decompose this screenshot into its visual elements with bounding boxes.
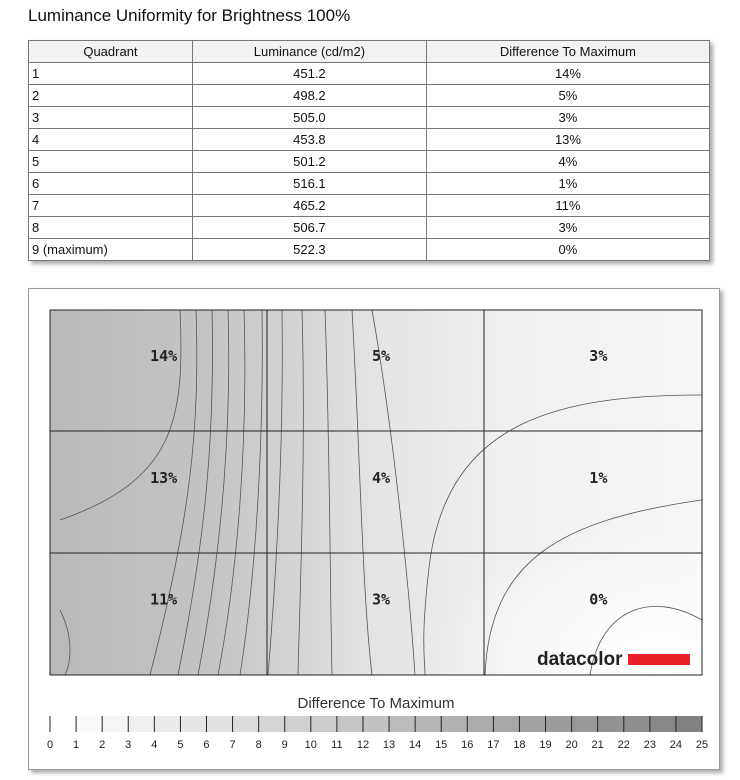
- legend-swatch: [493, 716, 520, 732]
- cell-label: 11%: [150, 590, 177, 608]
- legend-tick-label: 17: [487, 739, 499, 751]
- heatmap-frame: [28, 288, 720, 770]
- legend-tick-label: 9: [282, 739, 288, 751]
- table-row: 2 498.2 5%: [28, 84, 711, 107]
- legend-swatch: [128, 716, 155, 732]
- table-row: 4 453.8 13%: [28, 128, 711, 151]
- legend-tick-label: 24: [670, 739, 682, 751]
- legend-swatch: [336, 716, 363, 732]
- table-cell: 13%: [425, 128, 711, 151]
- legend-tick-label: 4: [151, 739, 157, 751]
- brand-logo: datacolor: [537, 649, 623, 670]
- legend-tick-label: 25: [696, 739, 708, 751]
- column-header: Difference To Maximum: [425, 40, 711, 63]
- contours: [59, 309, 703, 676]
- legend-swatch: [597, 716, 624, 732]
- title: Luminance Uniformity for Brightness 100%: [28, 6, 351, 25]
- legend-swatch: [415, 716, 442, 732]
- cell-label: 4%: [372, 469, 390, 487]
- legend-swatch: [467, 716, 494, 732]
- table-row: 5 501.2 4%: [28, 150, 711, 173]
- legend-swatch: [206, 716, 233, 732]
- legend-swatch: [310, 716, 337, 732]
- legend-tick-label: 11: [331, 739, 342, 751]
- table-row: 6 516.1 1%: [28, 172, 711, 195]
- table-cell: 501.2: [191, 150, 427, 173]
- cell-label: 3%: [372, 590, 390, 608]
- legend-tick-label: 6: [203, 739, 209, 751]
- cell-label: 5%: [372, 347, 390, 365]
- cell-label: 3%: [589, 347, 607, 365]
- table-row: 8 506.7 3%: [28, 216, 711, 239]
- table-cell: 465.2: [191, 194, 427, 217]
- heat-highlight: [50, 310, 702, 675]
- table-body: 1 451.2 14% 2 498.2 5% 3 505.0 3% 4 453.8 13% 5 501.2…: [28, 62, 711, 261]
- table-row: 7 465.2 11%: [28, 194, 711, 217]
- legend-tick-label: 7: [229, 739, 235, 751]
- legend-title: Difference To Maximum: [297, 695, 454, 712]
- table-cell: 522.3: [191, 238, 427, 261]
- legend-tick-label: 19: [539, 739, 551, 751]
- legend-tick-label: 12: [357, 739, 369, 751]
- luminance-table: Quadrant Luminance (cd/m2) Difference To M…: [28, 40, 711, 261]
- legend-tick-label: 3: [125, 739, 131, 751]
- legend-swatch: [258, 716, 285, 732]
- legend-swatch: [76, 716, 103, 732]
- column-header: Quadrant: [28, 40, 193, 63]
- cell-label: 14%: [150, 347, 177, 365]
- table-cell: 0%: [425, 238, 711, 261]
- legend-swatch: [519, 716, 546, 732]
- legend-tick-label: 18: [513, 739, 525, 751]
- legend-swatch: [362, 716, 390, 732]
- legend-tick-label: 16: [461, 739, 473, 751]
- cell-label: 0%: [589, 590, 607, 608]
- legend-tick-label: 22: [618, 739, 630, 751]
- table-cell: 11%: [425, 194, 711, 217]
- brand-bar: [628, 654, 690, 665]
- grid: [49, 309, 703, 676]
- legend-swatch: [180, 716, 207, 732]
- header-row: Quadrant Luminance (cd/m2) Difference To M…: [28, 40, 711, 63]
- cell-label: 1%: [589, 469, 607, 487]
- legend-tick-label: 23: [644, 739, 656, 751]
- legend-swatch: [232, 716, 259, 732]
- table-cell: 9 (maximum): [28, 238, 193, 261]
- legend-swatch: [154, 716, 181, 732]
- legend-swatch: [649, 716, 676, 732]
- table-cell: 4%: [425, 150, 711, 173]
- table-row: 9 (maximum) 522.3 0%: [28, 238, 711, 261]
- table-cell: 505.0: [191, 106, 427, 129]
- legend-tick-label: 8: [256, 739, 262, 751]
- table-row: 1 451.2 14%: [28, 62, 711, 85]
- legend-swatch: [441, 716, 468, 732]
- column-header: Luminance (cd/m2): [191, 40, 427, 63]
- legend-swatch: [50, 716, 77, 732]
- legend-swatch: [545, 716, 572, 732]
- legend-tick-label: 1: [73, 739, 79, 751]
- legend-swatch: [284, 716, 311, 732]
- legend-swatch: [571, 716, 598, 732]
- legend-tick-label: 15: [435, 739, 447, 751]
- legend-tick-label: 2: [99, 739, 105, 751]
- legend-tick-label: 0: [47, 739, 53, 751]
- legend-tick-label: 10: [305, 739, 317, 751]
- legend-tick-label: 21: [592, 739, 604, 751]
- legend-tick-label: 20: [565, 739, 577, 751]
- legend-tick-label: 14: [409, 739, 421, 751]
- legend-tick-label: 5: [177, 739, 183, 751]
- legend-swatch: [389, 716, 416, 732]
- legend-swatch: [102, 716, 129, 732]
- cell-label: 13%: [150, 469, 177, 487]
- legend-swatch: [623, 716, 650, 732]
- legend-swatch: [675, 716, 702, 732]
- legend-tick-label: 13: [383, 739, 395, 751]
